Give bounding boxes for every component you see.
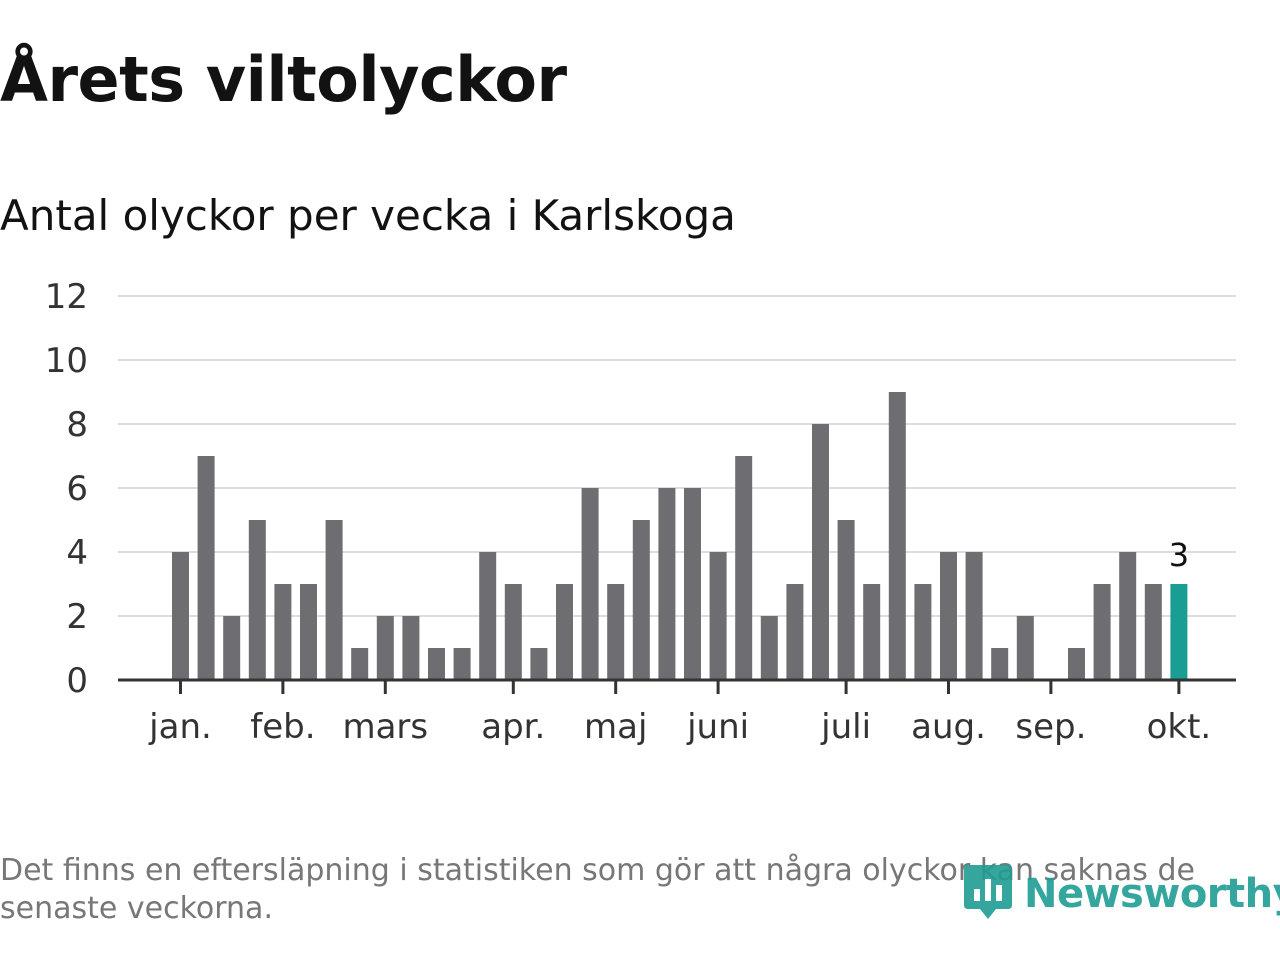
y-tick-label: 10 [45, 341, 88, 381]
bar [300, 584, 317, 680]
bar [735, 456, 753, 680]
bar [709, 552, 727, 680]
bar [658, 488, 676, 680]
bar [760, 616, 778, 680]
x-tick-label: maj [584, 707, 647, 747]
bar [223, 616, 241, 680]
bar [351, 648, 369, 680]
chart-title: Årets viltolyckor [0, 43, 567, 116]
y-tick-label: 2 [66, 597, 88, 637]
bar [479, 552, 497, 680]
x-tick-label: juli [820, 707, 871, 747]
bar [1093, 584, 1111, 680]
y-axis-ticks: 0 2 4 6 8 10 12 [45, 277, 88, 701]
y-tick-label: 12 [45, 277, 88, 317]
bars [172, 392, 1188, 680]
bar [248, 520, 266, 680]
bar [172, 552, 189, 680]
bar [274, 584, 292, 680]
bar [786, 584, 804, 680]
bar [888, 392, 906, 680]
newsworthy-logo-icon [962, 861, 1014, 927]
x-tick-label: juni [686, 707, 749, 747]
data-labels: 3 [1169, 536, 1189, 574]
bar [325, 520, 343, 680]
y-tick-label: 6 [66, 469, 88, 509]
bar [632, 520, 650, 680]
bar [940, 552, 957, 680]
y-tick-label: 0 [66, 661, 88, 701]
x-tick-label: sep. [1015, 707, 1086, 747]
bar [863, 584, 881, 680]
bar [1119, 552, 1137, 680]
bar [504, 584, 522, 680]
bar-chart: 0 2 4 6 8 10 12 jan. feb. mars apr. maj juni juli aug… [45, 277, 1236, 747]
x-tick-label: mars [342, 707, 428, 747]
bar [530, 648, 548, 680]
bar [376, 616, 394, 680]
brand-logo: Newsworthy [962, 858, 1280, 930]
bar [581, 488, 599, 680]
bar-highlight [1170, 584, 1188, 680]
x-tick-label: okt. [1147, 707, 1212, 747]
x-tick-label: aug. [911, 707, 986, 747]
bar [402, 616, 420, 680]
x-tick-label: jan. [148, 707, 212, 747]
bar [991, 648, 1009, 680]
bar [1144, 584, 1162, 680]
data-label-latest: 3 [1169, 536, 1189, 574]
bar [453, 648, 471, 680]
bar [837, 520, 855, 680]
bar [914, 584, 932, 680]
bar [556, 584, 573, 680]
y-tick-label: 4 [66, 533, 88, 573]
x-axis-ticks: jan. feb. mars apr. maj juni juli aug. sep. okt. [148, 680, 1211, 747]
x-tick-label: apr. [481, 707, 545, 747]
y-tick-label: 8 [66, 405, 88, 445]
bar [1068, 648, 1085, 680]
bar [607, 584, 625, 680]
bar [428, 648, 445, 680]
brand-name: Newsworthy [1024, 871, 1280, 917]
bar [1016, 616, 1034, 680]
bar [965, 552, 983, 680]
gridlines [118, 295, 1236, 617]
bar [684, 488, 701, 680]
bar [812, 424, 829, 680]
bar [197, 456, 215, 680]
x-tick-label: feb. [250, 707, 315, 747]
chart-subtitle: Antal olyckor per vecka i Karlskoga [0, 191, 736, 240]
